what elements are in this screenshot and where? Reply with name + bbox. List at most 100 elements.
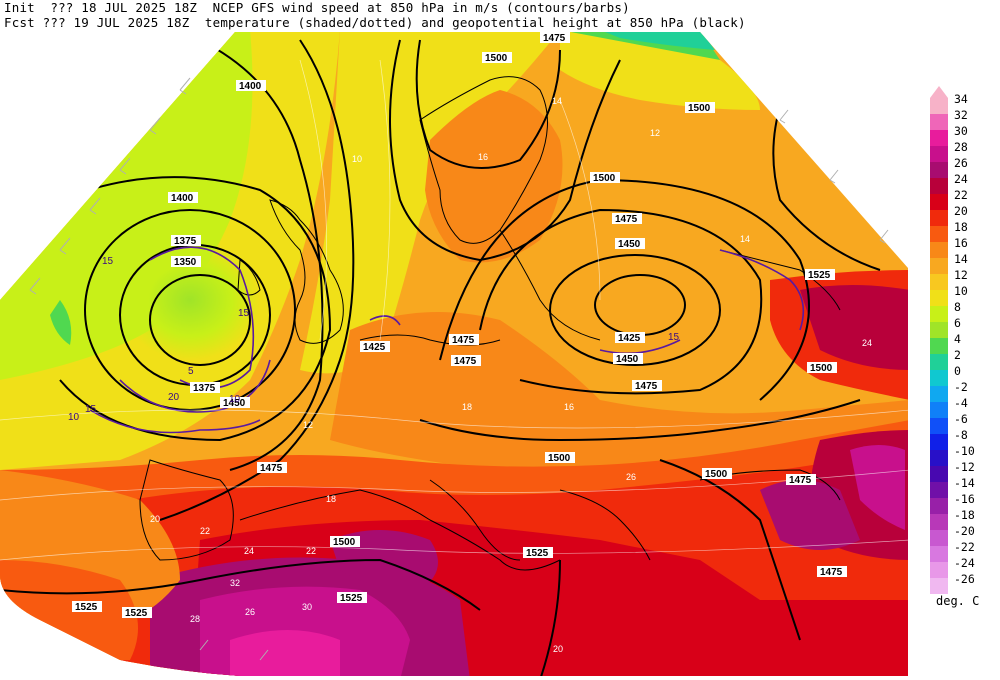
colorbar-swatch [930,386,948,402]
colorbar-label: 16 [954,236,968,250]
height-label: 1475 [789,475,812,486]
colorbar-label: 18 [954,220,968,234]
temperature-isotherms [0,59,908,561]
colorbar-label: -2 [954,380,968,394]
wind-label: 10 [68,412,80,423]
temp-label: 30 [302,602,312,612]
colorbar-label: 22 [954,188,968,202]
height-labels: 1400 1400 1375 1350 1375 1450 1475 1500 … [72,32,847,619]
temp-label: 18 [462,402,472,412]
temp-label: 24 [862,338,872,348]
wind-label: 15 [668,332,680,343]
wind-label: 15 [85,404,97,415]
colorbar-label: -26 [954,572,975,586]
height-label: 1525 [75,602,98,613]
colorbar-swatch [930,370,948,386]
colorbar-swatch [930,258,948,274]
header-init-line: Init ??? 18 JUL 2025 18Z NCEP GFS wind s… [4,0,630,15]
colorbar-label: -6 [954,412,968,426]
colorbar-swatch [930,578,948,594]
temp-label: 20 [553,644,563,654]
forecast-time: Fcst ??? 19 JUL 2025 18Z [4,15,190,30]
colorbar-label: 30 [954,124,968,138]
colorbar-swatch [930,434,948,450]
colorbar-label: -18 [954,508,975,522]
height-label: 1500 [593,173,616,184]
colorbar-swatch [930,338,948,354]
coastlines [139,76,841,571]
height-label: 1475 [543,33,566,44]
colorbar-swatch [930,306,948,322]
height-label: 1425 [363,342,386,353]
colorbar-swatch [930,290,948,306]
colorbar-label: -20 [954,524,975,538]
height-label: 1475 [615,214,638,225]
colorbar-label: 12 [954,268,968,282]
wind-labels: 15 10 20 15 15 15 10 5 [68,256,680,423]
colorbar-swatch [930,450,948,466]
temp-label: 20 [150,514,160,524]
colorbar-label: 8 [954,300,961,314]
colorbar-swatch [930,418,948,434]
height-label: 1375 [174,236,197,247]
colorbar-label: 28 [954,140,968,154]
colorbar-units: deg. C [936,594,980,608]
colorbar-label: 14 [954,252,968,266]
colorbar-swatch [930,98,948,114]
temp-label: 22 [306,546,316,556]
outer-wind-barbs [29,77,889,661]
height-label: 1450 [223,398,246,409]
temp-label: 12 [650,128,660,138]
temp-label: 18 [326,494,336,504]
wind-label: 15 [102,256,114,267]
geopotential-contours [0,39,881,676]
colorbar-swatch [930,226,948,242]
init-time: Init ??? 18 JUL 2025 18Z [4,0,198,15]
colorbar-label: 6 [954,316,961,330]
colorbar-swatch [930,482,948,498]
temp-label: 22 [200,526,210,536]
colorbar-swatch [930,162,948,178]
colorbar-label: -16 [954,492,975,506]
temp-label: 16 [564,402,574,412]
wind-label: 20 [168,392,180,403]
wind-label: 15 [238,308,250,319]
height-label: 1525 [526,548,549,559]
height-label: 1525 [125,608,148,619]
temp-label: 26 [626,472,636,482]
colorbar-swatch [930,402,948,418]
colorbar-swatch [930,114,948,130]
header-forecast-line: Fcst ??? 19 JUL 2025 18Z temperature (sh… [4,15,746,30]
colorbar-swatch [930,274,948,290]
colorbar-swatch [930,530,948,546]
colorbar-label: 26 [954,156,968,170]
field-description: temperature (shaded/dotted) and geopoten… [204,15,746,30]
height-label: 1475 [260,463,283,474]
height-label: 1475 [635,381,658,392]
height-label: 1400 [171,193,194,204]
height-label: 1500 [705,469,728,480]
colorbar-label: -8 [954,428,968,442]
height-label: 1475 [452,335,475,346]
colorbar-swatch [930,242,948,258]
colorbar-label: 4 [954,332,961,346]
height-label: 1425 [618,333,641,344]
temp-label: 26 [245,607,255,617]
colorbar-top-arrow [930,86,948,98]
colorbar-swatch [930,146,948,162]
colorbar-swatch [930,178,948,194]
height-label: 1500 [810,363,833,374]
height-label: 1500 [485,53,508,64]
temp-label: 10 [352,154,362,164]
colorbar-swatch [930,562,948,578]
temp-label: 16 [478,152,488,162]
temperature-labels: 14 12 16 18 12 20 22 24 22 26 28 30 32 2… [150,96,872,654]
colorbar-swatch [930,210,948,226]
colorbar-swatch [930,354,948,370]
height-label: 1350 [174,257,197,268]
height-label: 1525 [808,270,831,281]
colorbar-label: 32 [954,108,968,122]
height-label: 1500 [548,453,571,464]
colorbar-label: -12 [954,460,975,474]
